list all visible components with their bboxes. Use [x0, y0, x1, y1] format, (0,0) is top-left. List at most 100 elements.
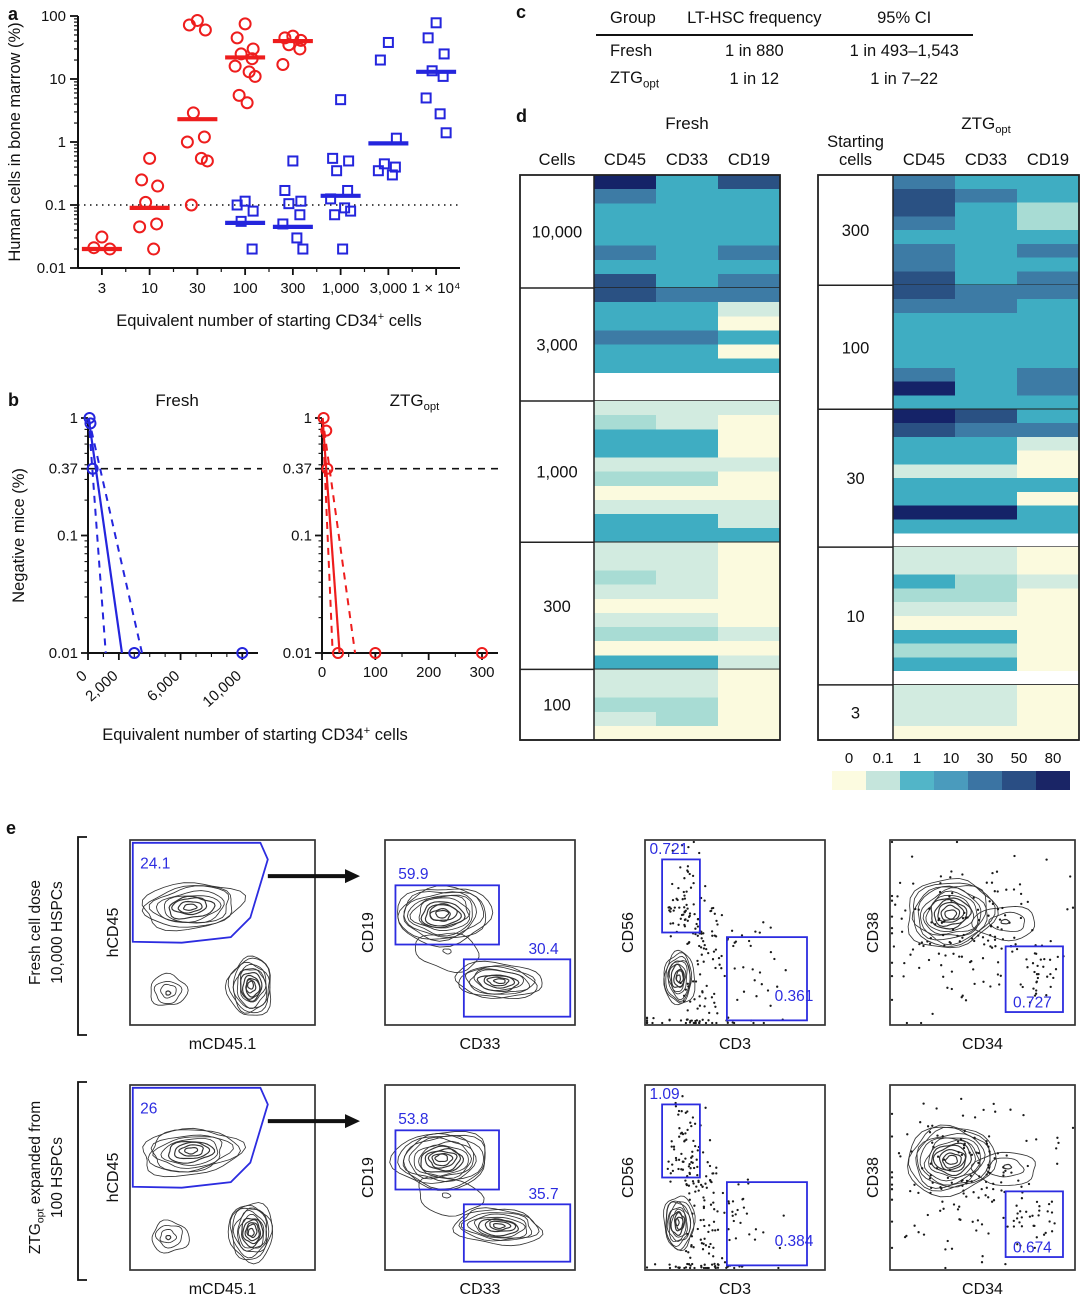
col-header-frequency: LT-HSC frequency — [673, 6, 836, 36]
svg-text:CD56: CD56 — [620, 912, 637, 953]
group-name: ZTG — [610, 69, 643, 87]
col-header-ci: 95% CI — [835, 6, 973, 36]
gate-value: 0.361 — [775, 988, 814, 1005]
svg-text:300: 300 — [543, 598, 571, 616]
svg-text:CD19: CD19 — [1027, 151, 1069, 169]
svg-text:10: 10 — [141, 280, 158, 297]
svg-text:300: 300 — [280, 280, 305, 297]
gate-value: 59.9 — [398, 866, 428, 883]
svg-text:hCD45: hCD45 — [105, 908, 122, 958]
flow-row-1: ZTGopt expanded from 100 HSPCs 26 hCD45 mCD4… — [27, 1081, 1076, 1297]
svg-text:10: 10 — [943, 750, 960, 767]
svg-text:ZTGopt: ZTGopt — [961, 114, 1011, 136]
group-name: Fresh — [610, 42, 653, 60]
svg-text:ZTGopt expanded from: ZTGopt expanded from — [27, 1101, 47, 1254]
flow-plots-svg: Fresh cell dose 10,000 HSPCs 24.1 hCD45 mCD4… — [27, 836, 1076, 1297]
gate-value: 1.09 — [650, 1086, 680, 1103]
svg-text:30: 30 — [846, 470, 864, 488]
svg-text:100: 100 — [233, 280, 258, 297]
svg-text:100: 100 — [41, 8, 66, 25]
panel-e-flow-cytometry: Fresh cell dose 10,000 HSPCs 24.1 hCD45 mCD4… — [0, 812, 1080, 1297]
svg-text:300: 300 — [842, 222, 870, 240]
svg-text:0.1: 0.1 — [57, 528, 78, 545]
svg-text:0: 0 — [845, 750, 853, 767]
svg-text:0.1: 0.1 — [291, 528, 312, 545]
svg-text:hCD45: hCD45 — [105, 1153, 122, 1203]
svg-text:100: 100 — [363, 664, 388, 681]
svg-text:Equivalent number of starting: Equivalent number of starting CD34+ cell… — [116, 311, 422, 330]
svg-text:0.1: 0.1 — [45, 197, 66, 214]
svg-text:30: 30 — [189, 280, 206, 297]
svg-text:3: 3 — [98, 280, 106, 297]
svg-text:Starting: Starting — [827, 133, 884, 151]
panel-label-c: c — [516, 2, 527, 22]
flow-plot-1-3: 0.674 CD38 CD34 — [865, 1084, 1076, 1297]
svg-text:3,000: 3,000 — [370, 280, 408, 297]
svg-text:200: 200 — [416, 664, 441, 681]
panel-label-d: d — [516, 106, 527, 126]
gate-value: 0.727 — [1013, 994, 1052, 1011]
gate-value: 30.4 — [528, 941, 559, 958]
svg-text:Negative mice (%): Negative mice (%) — [10, 468, 28, 603]
svg-text:Cells: Cells — [539, 151, 576, 169]
flow-plot-1-2: 1.09 0.384 CD56 CD3 — [620, 1084, 826, 1297]
svg-text:CD3: CD3 — [719, 1281, 751, 1297]
table-row-ztg: ZTGopt 1 in 12 1 in 7–22 — [596, 63, 973, 92]
panel-b-lda-plots: Fresh 1 0.37 0.1 0.01 0 2,000 6,000 10,000 ZTGopt… — [0, 388, 510, 763]
svg-text:Fresh cell dose: Fresh cell dose — [27, 880, 44, 985]
svg-text:1: 1 — [304, 410, 312, 427]
flow-plot-1-1: 53.8 35.7 CD19 CD33 — [360, 1084, 576, 1297]
panel-label-a: a — [8, 4, 19, 24]
svg-text:10: 10 — [49, 71, 66, 88]
svg-text:0.01: 0.01 — [283, 645, 312, 662]
svg-text:0.1: 0.1 — [873, 750, 894, 767]
flow-plot-0-0: 24.1 hCD45 mCD45.1 — [105, 839, 360, 1053]
svg-text:10,000: 10,000 — [199, 667, 244, 710]
gate-value: 35.7 — [528, 1186, 558, 1203]
svg-text:10,000 HSPCs: 10,000 HSPCs — [49, 881, 66, 984]
panel-b-subplot-1: ZTGopt 1 0.37 0.1 0.01 0 100 200 300 — [283, 391, 502, 681]
svg-text:1,000: 1,000 — [322, 280, 360, 297]
svg-text:1: 1 — [70, 410, 78, 427]
svg-text:10: 10 — [846, 608, 864, 626]
svg-text:1: 1 — [913, 750, 921, 767]
flow-plot-0-1: 59.9 30.4 CD19 CD33 — [360, 839, 576, 1053]
svg-text:30: 30 — [977, 750, 994, 767]
panel-d-heatmaps: Fresh Cells CD45 CD33 CD19 10,000 3,000 1,000 30… — [512, 103, 1080, 820]
flow-plot-0-3: 0.727 CD38 CD34 — [865, 839, 1076, 1053]
svg-text:0: 0 — [318, 664, 326, 681]
frequency-value: 1 in 880 — [724, 42, 784, 60]
svg-text:1,000: 1,000 — [536, 464, 577, 482]
svg-text:100: 100 — [543, 697, 571, 715]
svg-text:2,000: 2,000 — [82, 667, 121, 705]
svg-text:1: 1 — [58, 134, 66, 151]
panel-b-subplot-0: Fresh 1 0.37 0.1 0.01 02,000 6,000 10,000 — [49, 391, 262, 711]
gate-value: 26 — [140, 1101, 157, 1118]
flow-plot-1-0: 26 hCD45 mCD45.1 — [105, 1084, 360, 1297]
svg-text:3,000: 3,000 — [536, 337, 577, 355]
panel-label-e: e — [6, 818, 17, 838]
lt-hsc-frequency-table: Group LT-HSC frequency 95% CI Fresh 1 in… — [596, 6, 973, 92]
gate-value: 53.8 — [398, 1111, 428, 1128]
panel-a-scatter: 100 10 1 0.1 0.01 3 10 30 100 300 1,000 3,000 1 × 10… — [0, 0, 490, 383]
group-name-subscript: opt — [643, 78, 660, 91]
svg-text:0.37: 0.37 — [49, 461, 78, 478]
svg-text:CD38: CD38 — [865, 1157, 882, 1198]
svg-text:CD19: CD19 — [360, 1157, 377, 1198]
svg-text:CD38: CD38 — [865, 912, 882, 953]
svg-text:Fresh: Fresh — [665, 114, 708, 133]
svg-text:80: 80 — [1045, 750, 1062, 767]
gate-value: 24.1 — [140, 856, 170, 873]
svg-text:0: 0 — [73, 667, 91, 685]
svg-text:6,000: 6,000 — [144, 667, 183, 705]
flow-row-0: Fresh cell dose 10,000 HSPCs 24.1 hCD45 mCD4… — [27, 836, 1076, 1053]
col-header-group: Group — [596, 6, 674, 36]
heatmap-fresh: Fresh Cells CD45 CD33 CD19 10,000 3,000 1,000 30… — [519, 114, 781, 741]
svg-text:0.01: 0.01 — [37, 260, 66, 277]
svg-text:CD33: CD33 — [965, 151, 1007, 169]
svg-text:100: 100 — [842, 339, 870, 357]
svg-text:CD33: CD33 — [460, 1036, 501, 1053]
